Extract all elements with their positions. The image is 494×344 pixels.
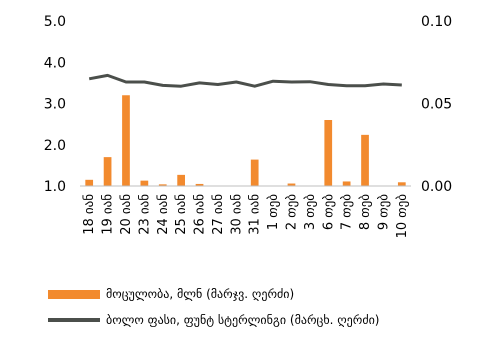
- x-tick-label: 27 იან: [211, 194, 226, 235]
- left-tick-label: 5.0: [44, 14, 66, 30]
- volume-bar: [103, 157, 112, 186]
- volume-bar: [85, 179, 94, 186]
- x-tick-label: 23 იან: [137, 194, 152, 235]
- legend-price: ბოლო ფასი, ფუნტ სტერლინგი (მარცხ. ღერძი): [48, 313, 380, 327]
- volume-bar: [177, 174, 186, 186]
- volume-bar: [122, 95, 130, 186]
- x-tick-label: 31 იან: [248, 194, 263, 235]
- volume-bar: [287, 183, 296, 186]
- x-tick-label: 19 იან: [101, 194, 116, 235]
- legend-price-label: ბოლო ფასი, ფუნტ სტერლინგი (მარცხ. ღერძი): [106, 313, 380, 327]
- left-tick-label: 4.0: [44, 55, 66, 71]
- volume-bar: [324, 120, 333, 186]
- x-tick-label: 8 თებ: [358, 194, 373, 230]
- legend-volume: მოცულობა, მლნ (მარჯვ. ღერძი): [48, 287, 294, 301]
- volume-bar: [250, 159, 259, 186]
- x-tick-label: 24 იან: [156, 194, 171, 235]
- x-tick-label: 2 თებ: [284, 194, 299, 230]
- x-tick-label: 10 თებ: [395, 194, 410, 239]
- volume-bars: [85, 95, 406, 186]
- x-tick-label: 30 იან: [229, 194, 244, 235]
- x-tick-label: 6 თებ: [321, 194, 336, 230]
- x-tick-label: 26 იან: [193, 194, 208, 235]
- volume-bar: [140, 180, 149, 186]
- x-axis-ticks: 18 იან 19 იან 20 იან 23 იან 24 იან 25 იან 26 ი…: [82, 194, 410, 239]
- x-tick-label: 25 იან: [174, 194, 189, 235]
- x-tick-label: 9 თებ: [376, 194, 391, 230]
- legend-volume-swatch: [48, 289, 100, 299]
- left-tick-label: 3.0: [44, 97, 66, 113]
- volume-bar: [397, 182, 406, 186]
- right-tick-label: 0.00: [421, 179, 452, 195]
- volume-bar: [158, 184, 167, 186]
- price-line: [88, 73, 402, 88]
- x-tick-label: 3 თებ: [303, 194, 318, 230]
- legend-volume-label: მოცულობა, მლნ (მარჯვ. ღერძი): [106, 287, 295, 301]
- right-axis-ticks: 0.00 0.05 0.10: [421, 14, 452, 195]
- left-tick-label: 1.0: [44, 179, 66, 195]
- x-tick-label: 20 იან: [119, 194, 134, 235]
- x-tick-label: 1 თებ: [266, 194, 281, 230]
- x-tick-label: 18 იან: [82, 194, 97, 235]
- right-tick-label: 0.10: [421, 14, 452, 30]
- x-tick-label: 7 თებ: [340, 194, 355, 230]
- volume-bar: [195, 183, 204, 186]
- left-tick-label: 2.0: [44, 138, 66, 154]
- volume-bar: [361, 134, 369, 186]
- left-axis-ticks: 1.0 2.0 3.0 4.0 5.0: [44, 14, 66, 195]
- right-tick-label: 0.05: [421, 97, 452, 113]
- volume-bar: [342, 181, 351, 186]
- legend-price-swatch: [48, 318, 100, 322]
